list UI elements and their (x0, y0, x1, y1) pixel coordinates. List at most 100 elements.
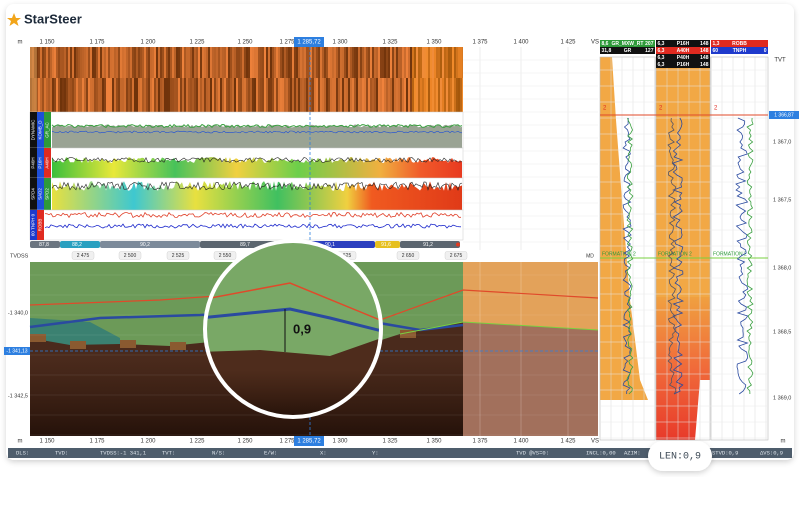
image-stripe (272, 47, 274, 78)
image-stripe (294, 47, 296, 78)
log-curve (672, 117, 684, 395)
header-min: 6,3 (658, 55, 665, 61)
image-stripe (188, 78, 190, 112)
image-stripe (154, 78, 156, 112)
image-stripe (302, 47, 304, 78)
image-stripe (44, 78, 46, 112)
image-stripe (90, 78, 92, 112)
md-unit: MD (586, 253, 594, 259)
log-curve (735, 117, 749, 395)
log-track-label: A40H (45, 157, 50, 168)
image-stripe (208, 47, 210, 78)
image-stripe (50, 47, 52, 78)
value-segment (375, 241, 400, 248)
image-stripe (244, 78, 246, 112)
log-label-bg (30, 148, 37, 178)
ruler-tick-label: 1 225 (189, 40, 205, 46)
image-stripe (244, 47, 246, 78)
log-curve (626, 117, 634, 395)
image-stripe (366, 78, 368, 112)
image-stripe (398, 47, 400, 78)
image-stripe (68, 78, 70, 112)
image-stripe (134, 47, 136, 78)
ruler-cursor-box (294, 37, 324, 47)
image-stripe (94, 78, 96, 112)
image-stripe (344, 47, 346, 78)
image-stripe (218, 47, 220, 78)
ruler-tick-label: 1 225 (189, 439, 205, 445)
ruler-tick-label: 1 150 (39, 40, 55, 46)
image-stripe (192, 78, 194, 112)
image-stripe (340, 47, 342, 78)
header-name: ROBB (732, 41, 747, 47)
ruler-tick-label: 1 350 (426, 40, 442, 46)
image-stripe (234, 47, 236, 78)
logo-star (7, 13, 21, 26)
image-stripe (386, 47, 388, 78)
track-header (656, 40, 710, 47)
md-tick-box (444, 251, 468, 260)
header-max: 148 (700, 48, 709, 54)
image-stripe (328, 47, 330, 78)
log-track-label: SPD2 (45, 188, 50, 200)
image-stripe (84, 78, 86, 112)
ruler-tick-label: 1 300 (332, 439, 348, 445)
image-stripe (182, 78, 184, 112)
image-stripe (378, 47, 380, 78)
image-stripe (360, 47, 362, 78)
image-stripe (408, 78, 410, 112)
image-stripe (124, 47, 126, 78)
image-stripe (260, 78, 262, 112)
status-field: ΔVS:0,9 (760, 449, 783, 456)
status-field: INCL:0,00 (586, 449, 616, 456)
image-stripe (270, 47, 272, 78)
log-label-bg (37, 210, 44, 240)
image-stripe (220, 78, 222, 112)
image-stripe (236, 78, 238, 112)
image-stripe (346, 47, 348, 78)
image-stripe (348, 47, 350, 78)
track-header (656, 47, 710, 54)
image-stripe (402, 78, 404, 112)
image-stripe (450, 47, 452, 78)
ruler-tick-label: 1 275 (279, 439, 295, 445)
image-stripe (312, 47, 314, 78)
md-tick-label: 2 475 (77, 253, 90, 259)
image-stripe (394, 47, 396, 78)
md-tick-box (213, 251, 237, 260)
image-stripe (74, 78, 76, 112)
image-stripe (400, 78, 402, 112)
image-stripe (184, 47, 186, 78)
md-tick-box (118, 251, 142, 260)
image-stripe (260, 47, 262, 78)
image-stripe (410, 78, 412, 112)
image-stripe (302, 78, 304, 112)
log-label-bg (44, 112, 51, 148)
image-stripe (140, 47, 142, 78)
track-marker: 2 (714, 106, 718, 112)
image-stripe (450, 78, 452, 112)
image-stripe (114, 78, 116, 112)
log-track-label: ROBB (38, 219, 43, 232)
image-stripe (192, 47, 194, 78)
image-stripe (272, 78, 274, 112)
image-stripe (460, 78, 462, 112)
image-stripe (172, 47, 174, 78)
log-value: 87,8 (39, 242, 49, 248)
image-stripe (324, 47, 326, 78)
image-stripe (62, 47, 64, 78)
image-stripe (166, 47, 168, 78)
image-stripe (96, 47, 98, 78)
image-stripe (48, 78, 50, 112)
image-stripe (458, 78, 460, 112)
log-value: 90,1 (325, 242, 335, 248)
log-value: 88,2 (72, 242, 82, 248)
image-stripe (146, 78, 148, 112)
image-stripe (296, 78, 298, 112)
image-stripe (424, 47, 426, 78)
tvt-tick-label: 1 367,0 (773, 139, 791, 145)
image-stripe (114, 47, 116, 78)
status-field: AZIM: (624, 449, 641, 456)
image-stripe (390, 47, 392, 78)
image-stripe (80, 78, 82, 112)
